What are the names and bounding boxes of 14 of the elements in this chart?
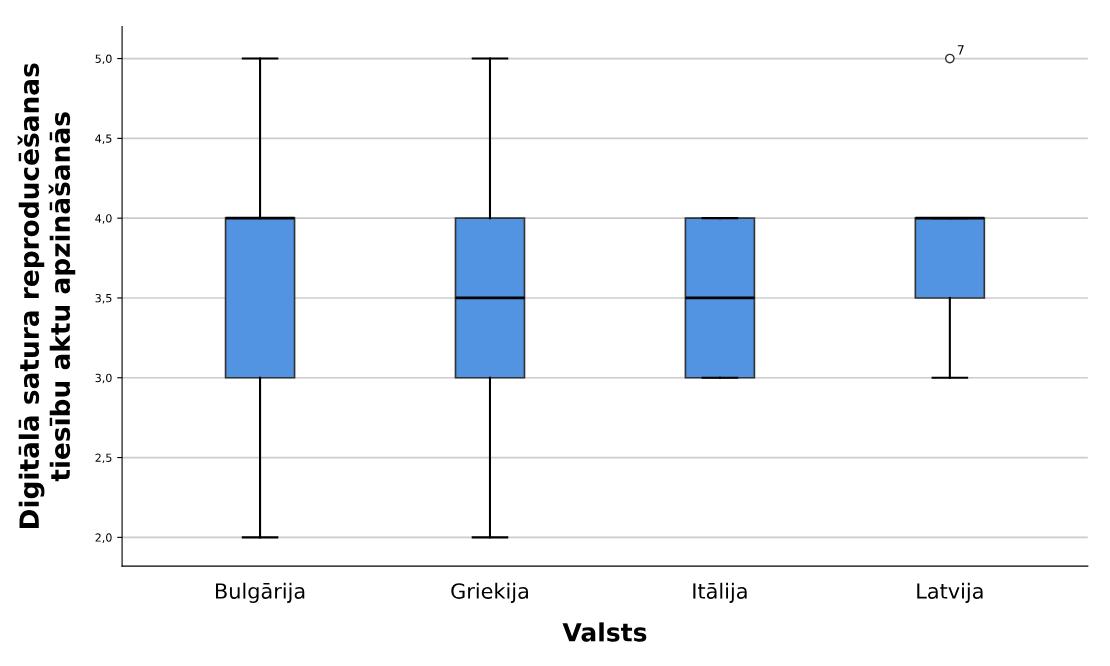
x-tick-label: Griekija [451, 582, 528, 603]
annotation: 7 [957, 45, 964, 55]
y-tick-label: 3,0 [95, 373, 112, 384]
x-tick-label: Itālija [693, 582, 747, 603]
y-tick-label: 4,5 [95, 134, 112, 144]
y-tick-label: 2,0 [95, 533, 112, 543]
y-tick-label: 3,5 [95, 293, 112, 304]
x-tick-label: Bulgārija [216, 582, 305, 603]
y-tick-label: 4,0 [95, 214, 112, 224]
x-axis-title: Valsts [562, 622, 647, 642]
y-axis-title: Digitālā satura reproducēšanas tiesību aktu apzināšanās [17, 63, 76, 529]
x-tick-label: Latvija [917, 582, 983, 603]
y-tick-label: 5,0 [95, 54, 112, 65]
y-tick-label: 2,5 [95, 453, 112, 464]
